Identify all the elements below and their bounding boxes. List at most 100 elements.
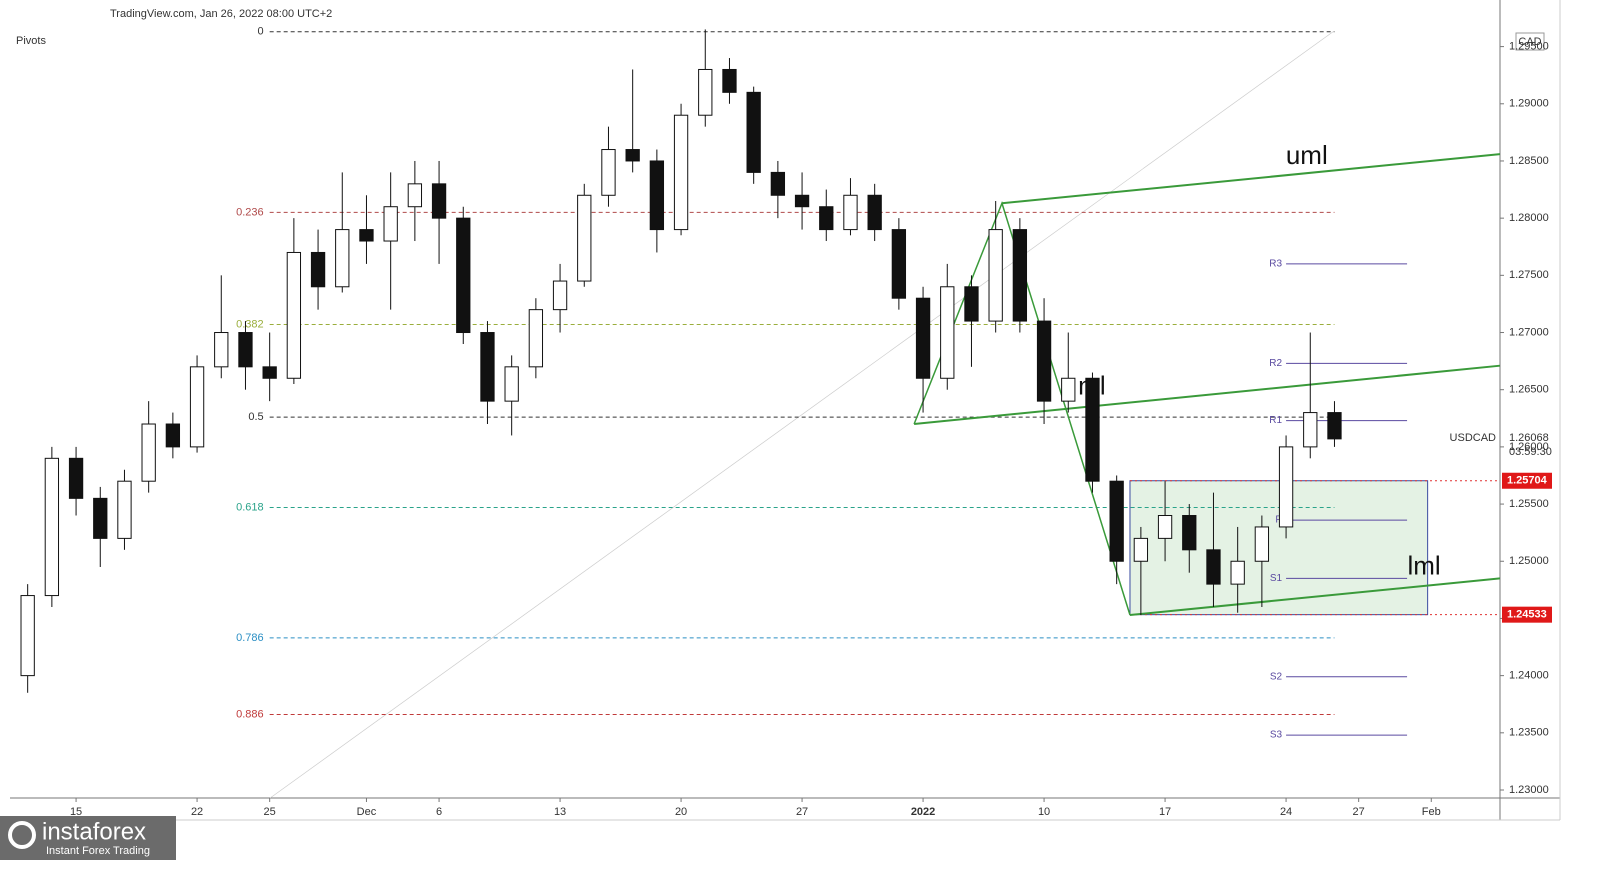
candle-body xyxy=(1182,515,1197,551)
y-tick-label: 1.28500 xyxy=(1509,155,1549,167)
header: TradingView.com, Jan 26, 2022 08:00 UTC+… xyxy=(110,8,332,20)
candle-body xyxy=(794,194,810,208)
x-tick-label: 15 xyxy=(70,806,82,818)
candle-body xyxy=(238,332,253,368)
pivot-label: S1 xyxy=(1270,573,1283,584)
indicator-name: Pivots xyxy=(16,35,46,47)
level-tag-label: 1.25704 xyxy=(1507,475,1548,487)
fib-label: 0.382 xyxy=(236,318,264,330)
currency: CAD xyxy=(1518,36,1541,48)
candle-body xyxy=(1327,412,1342,440)
candle-body xyxy=(117,480,132,539)
candle-body xyxy=(1085,377,1100,482)
level-tag xyxy=(1502,606,1552,623)
candle-body xyxy=(698,68,713,116)
candle-body xyxy=(1278,446,1294,528)
candle-body xyxy=(214,332,229,368)
x-tick-label: Feb xyxy=(1422,806,1441,818)
candle-body xyxy=(1254,526,1270,562)
candle-body xyxy=(93,497,108,539)
candle-body xyxy=(1303,412,1318,448)
pivot-label: R1 xyxy=(1269,415,1282,426)
pitchfork-line xyxy=(1129,577,1501,617)
fib-label: 0 xyxy=(258,26,264,38)
fib-label: 0.618 xyxy=(236,501,264,513)
y-tick-label: 1.25500 xyxy=(1509,498,1549,510)
candle-body xyxy=(310,251,326,288)
trend-line xyxy=(269,31,1334,799)
pitchfork-label: uml xyxy=(1286,140,1328,170)
pitchfork-line xyxy=(1001,153,1501,205)
x-tick-label: 20 xyxy=(675,806,687,818)
fib-label: 0.236 xyxy=(236,206,264,218)
candle-body xyxy=(673,114,689,231)
pivot-label: R2 xyxy=(1269,358,1282,369)
candle-body xyxy=(286,251,302,379)
pivot-label: P xyxy=(1275,515,1282,526)
x-tick-label: 10 xyxy=(1038,806,1050,818)
y-tick-label: 1.28000 xyxy=(1509,212,1549,224)
fib-label: 0.5 xyxy=(248,411,263,423)
fib-label: 0.886 xyxy=(236,708,264,720)
candle-body xyxy=(770,171,786,196)
watermark-brand: instaforex xyxy=(42,818,146,845)
candle-body xyxy=(383,206,398,242)
x-tick-label: Dec xyxy=(357,806,377,818)
candle-body xyxy=(456,217,471,334)
candle-body xyxy=(480,332,495,402)
y-tick-label: 1.27000 xyxy=(1509,326,1549,338)
y-tick-label: 1.25000 xyxy=(1509,555,1549,567)
pitchfork-line xyxy=(914,364,1501,426)
candle-body xyxy=(262,366,277,379)
candle-body xyxy=(819,206,834,231)
candle-body xyxy=(625,149,640,162)
candle-body xyxy=(867,194,882,231)
watermark-tagline: Instant Forex Trading xyxy=(46,845,150,857)
candle-body xyxy=(20,595,35,677)
fib-label: 0.786 xyxy=(236,632,264,644)
currency-box xyxy=(1515,32,1545,51)
y-tick-label: 1.26000 xyxy=(1509,441,1549,453)
candle-body xyxy=(940,286,955,379)
candle-body xyxy=(1206,549,1221,585)
y-tick-label: 1.27500 xyxy=(1509,269,1549,281)
last-price: 1.26068 xyxy=(1509,432,1549,444)
candle-body xyxy=(1157,515,1173,539)
pivot-label: S3 xyxy=(1270,730,1283,741)
y-tick-label: 1.23500 xyxy=(1509,727,1549,739)
candle-body xyxy=(1012,229,1028,322)
candle-body xyxy=(1230,560,1245,585)
y-tick-label: 1.23000 xyxy=(1509,784,1549,796)
level-tag-label: 1.24533 xyxy=(1507,609,1547,621)
candle-body xyxy=(431,183,447,219)
x-tick-label: 13 xyxy=(554,806,566,818)
x-tick-label: 6 xyxy=(436,806,442,818)
candle-body xyxy=(988,229,1003,322)
x-tick-label: 24 xyxy=(1280,806,1292,818)
candle-body xyxy=(165,423,181,448)
countdown: 03:59:30 xyxy=(1509,446,1552,458)
pivot-label: R3 xyxy=(1269,259,1282,270)
x-tick-label: 22 xyxy=(191,806,203,818)
candle-body xyxy=(891,229,907,299)
candle-body xyxy=(722,68,737,93)
y-tick-label: 1.29000 xyxy=(1509,98,1549,110)
candle-body xyxy=(1133,537,1149,562)
symbol: USDCAD xyxy=(1450,432,1497,444)
candle-body xyxy=(601,149,616,196)
candle-body xyxy=(1036,320,1052,402)
candle-body xyxy=(141,423,156,482)
candle-body xyxy=(964,286,979,322)
candle-body xyxy=(44,457,60,597)
candle-body xyxy=(528,309,544,368)
watermark-logo xyxy=(8,821,36,849)
x-tick-label: 17 xyxy=(1159,806,1171,818)
y-tick-label: 1.24000 xyxy=(1509,670,1549,682)
candle-body xyxy=(1061,377,1076,402)
candle-body xyxy=(504,366,519,402)
x-tick-label: 27 xyxy=(796,806,808,818)
candle-body xyxy=(577,194,592,282)
